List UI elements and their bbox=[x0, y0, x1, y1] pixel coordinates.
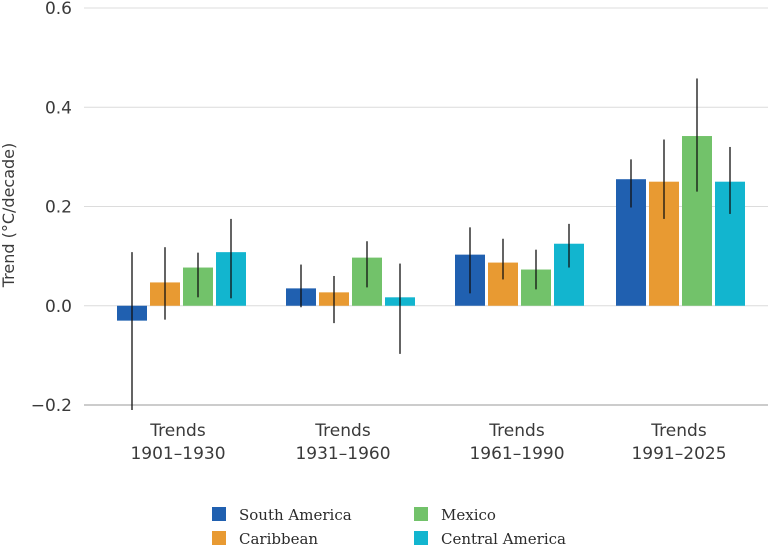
legend-swatch bbox=[212, 507, 226, 521]
legend: South America Caribbean Mexico Central Amer… bbox=[212, 506, 566, 548]
y-tick-label: 0.2 bbox=[45, 198, 72, 218]
legend-label: South America bbox=[239, 506, 352, 524]
legend-label: Caribbean bbox=[239, 530, 318, 548]
category-label: 1901–1930 bbox=[130, 444, 225, 464]
y-tick-label: 0.4 bbox=[45, 98, 72, 118]
category-label: Trends bbox=[149, 421, 206, 441]
legend-swatch bbox=[212, 531, 226, 545]
category-label: Trends bbox=[650, 421, 707, 441]
error-bars bbox=[131, 78, 731, 410]
legend-swatch bbox=[414, 507, 428, 521]
category-labels: Trends 1901–1930 Trends 1931–1960 Trends 1961… bbox=[130, 421, 726, 464]
y-tick-labels: −0.2 0.0 0.2 0.4 0.6 bbox=[31, 0, 72, 416]
category-label: Trends bbox=[314, 421, 371, 441]
bars bbox=[117, 136, 745, 321]
y-axis-title: Trend (°C/decade) bbox=[0, 143, 18, 289]
y-tick-label: 0.6 bbox=[45, 0, 72, 19]
legend-swatch bbox=[414, 531, 428, 545]
legend-label: Mexico bbox=[441, 506, 496, 524]
y-tick-label: 0.0 bbox=[45, 297, 72, 317]
category-label: 1991–2025 bbox=[631, 444, 726, 464]
legend-label: Central America bbox=[441, 530, 566, 548]
category-label: 1961–1990 bbox=[469, 444, 564, 464]
y-tick-label: −0.2 bbox=[31, 396, 72, 416]
category-label: Trends bbox=[488, 421, 545, 441]
category-label: 1931–1960 bbox=[295, 444, 390, 464]
